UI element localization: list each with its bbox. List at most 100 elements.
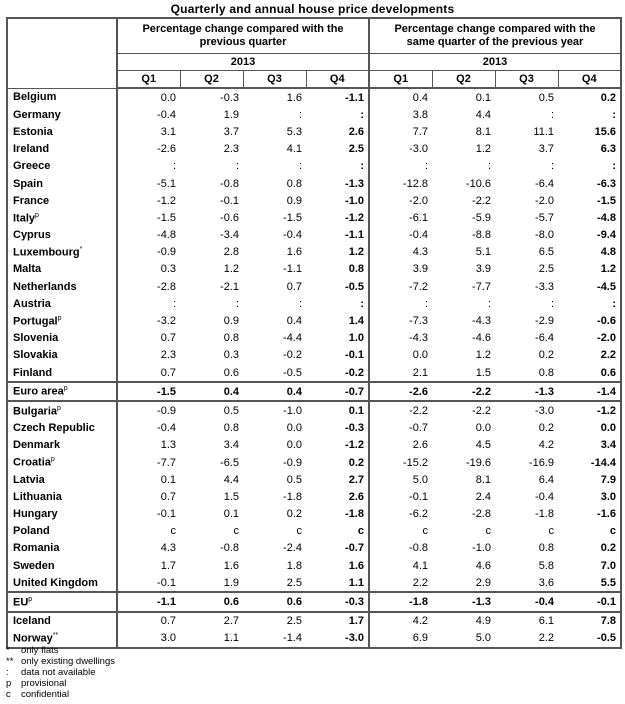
table-row: Czech Republic -0.4 0.8 0.0 -0.3 -0.7 0.0 0.2 0.… [6,419,622,437]
value-cell: -3.3 [535,280,554,293]
country-name: Netherlands [13,280,77,293]
value-cell: 3.9 [475,263,491,276]
table-row: Bulgariap -0.9 0.5 -1.0 0.1 -2.2 -2.2 -3.0 -1.2 [6,401,622,420]
value-cell: 0.2 [558,88,622,107]
value-cell: 2.8 [223,246,239,259]
value-cell: : [235,297,239,310]
value-cell: 1.8 [286,559,302,572]
value-cell: 3.0 [558,488,622,506]
value-cell: 0.7 [160,615,176,628]
country-name: Germany [13,108,61,121]
value-cell: -1.2 [558,401,622,420]
value-cell: -0.3 [306,591,370,613]
value-cell: -0.9 [157,404,176,417]
value-cell: -1.6 [558,505,622,523]
value-cell: -2.2 [472,194,491,207]
table-row: Romania 4.3 -0.8 -2.4 -0.7 -0.8 -1.0 0.8 0.2 [6,539,622,558]
row-label: Austria [6,295,118,313]
value-cell: 5.8 [538,559,554,572]
quarter-header: Q2 [179,70,244,89]
country-name: France [13,194,50,207]
footnote-marker: p [50,456,55,464]
value-cell: -0.1 [558,591,622,613]
value-cell: -0.4 [495,591,558,613]
value-cell: -0.5 [558,629,622,650]
value-cell: -3.0 [409,143,428,156]
value-cell: -6.3 [558,174,622,193]
value-cell: -0.2 [306,364,370,383]
table-row: Malta 0.3 1.2 -1.1 0.8 3.9 3.9 2.5 1.2 [6,260,622,279]
value-cell: -7.7 [157,456,176,469]
value-cell: -10.6 [465,177,491,190]
value-cell: 0.7 [160,332,176,345]
country-name: Austria [13,297,51,310]
quarter-header: Q4 [305,70,370,89]
value-cell: 1.7 [306,611,370,630]
value-cell: -7.7 [472,280,491,293]
value-cell: 4.3 [412,246,428,259]
value-cell: 4.4 [475,108,491,121]
value-cell: 0.8 [223,332,239,345]
value-cell: : [550,108,554,121]
value-cell: -1.8 [283,490,302,503]
table-row: Germany -0.4 1.9:: 3.8 4.4:: [6,106,622,124]
country-name: United Kingdom [13,576,98,589]
row-label: Bulgariap [6,401,118,420]
value-cell: -2.6 [157,143,176,156]
table-row: Denmark 1.3 3.4 0.0 -1.2 2.6 4.5 4.2 3.4 [6,436,622,454]
value-cell: 6.4 [538,473,554,486]
value-cell: 0.3 [223,349,239,362]
table-row: Hungary -0.1 0.1 0.2 -1.8 -6.2 -2.8 -1.8 -1.6 [6,505,622,523]
value-cell: -6.5 [220,456,239,469]
footnote-marker: p [63,385,68,393]
value-cell: -4.4 [283,332,302,345]
value-cell: 8.1 [475,125,491,138]
table-row: Belgium 0.0 -0.3 1.6 -1.1 0.4 0.1 0.5 0.2 [6,88,622,107]
value-cell: 0.2 [558,539,622,558]
value-cell: 0.4 [412,91,428,104]
value-cell: c [422,525,429,538]
table-row: Norway** 3.0 1.1 -1.4 -3.0 6.9 5.0 2.2 -0.5 [6,629,622,650]
value-cell: : [306,295,370,313]
value-cell: -14.4 [558,453,622,472]
country-name: Portugal [13,315,58,328]
value-cell: : [558,157,622,175]
value-cell: -1.5 [117,381,180,403]
footnote-text: data not available [21,667,96,678]
value-cell: 7.0 [558,557,622,575]
value-cell: 5.1 [475,246,491,259]
value-cell: 0.8 [538,542,554,555]
footnote-marker: ** [52,632,59,640]
country-name: Malta [13,263,42,276]
country-name: Ireland [13,143,50,156]
value-cell: -1.3 [432,591,495,613]
value-cell: -7.2 [409,280,428,293]
value-cell: 4.9 [475,615,491,628]
table-row: Portugalp -3.2 0.9 0.4 1.4 -7.3 -4.3 -2.9 -0.6 [6,312,622,330]
value-cell: -0.1 [220,194,239,207]
value-cell: 1.2 [306,243,370,261]
value-cell: -0.7 [306,539,370,558]
header-corner [6,17,118,89]
value-cell: -0.3 [306,419,370,437]
value-cell: -2.0 [409,194,428,207]
value-cell: 2.2 [495,629,558,650]
row-label: Poland [6,522,118,540]
value-cell: -0.4 [157,108,176,121]
value-cell: 1.6 [286,246,302,259]
value-cell: -5.1 [157,177,176,190]
value-cell: -2.6 [369,381,432,403]
value-cell: -1.4 [558,381,622,403]
table-row: Finland 0.7 0.6 -0.5 -0.2 2.1 1.5 0.8 0.6 [6,364,622,383]
value-cell: -1.5 [157,211,176,224]
row-label: Euro areap [6,381,118,403]
country-name: Estonia [13,125,53,138]
quarter-header: Q2 [431,70,496,89]
value-cell: 7.9 [558,471,622,489]
country-name: Hungary [13,508,58,521]
value-cell: 4.3 [160,542,176,555]
value-cell: 0.0 [412,349,428,362]
value-cell: : [235,160,239,173]
value-cell: -12.8 [402,177,428,190]
footnote: ** only existing dwellings [6,656,115,667]
